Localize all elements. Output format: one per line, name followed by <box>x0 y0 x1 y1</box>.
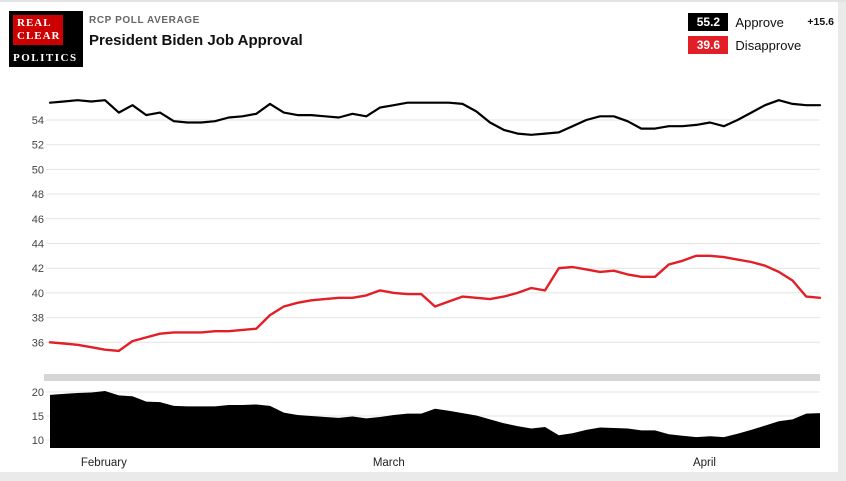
kicker: RCP POLL AVERAGE <box>89 15 200 26</box>
legend: 55.2 Approve +15.6 39.6 Disapprove <box>688 13 834 59</box>
disapprove-value-badge: 39.6 <box>688 36 729 54</box>
spread-area[interactable] <box>50 391 820 448</box>
month-label: April <box>693 457 716 469</box>
approve-line[interactable] <box>48 99 822 136</box>
main-axis-tick-label: 38 <box>32 313 44 325</box>
approve-value-badge: 55.2 <box>688 13 729 31</box>
main-axis-tick-label: 36 <box>32 337 44 349</box>
title-block: RCP POLL AVERAGE President Biden Job App… <box>89 15 303 49</box>
month-label: March <box>373 457 405 469</box>
rcp-logo[interactable]: REAL CLEAR POLITICS <box>9 11 83 67</box>
spread-axis-tick-label: 15 <box>32 411 44 423</box>
approval-chart-svg[interactable]: 54 52 50 48 46 44 42 40 38 36 20 15 10 February March A… <box>0 77 846 481</box>
page-title: President Biden Job Approval <box>89 32 303 49</box>
approve-delta: +15.6 <box>807 16 834 28</box>
spread-axis-tick-label: 20 <box>32 387 44 399</box>
disapprove-label: Disapprove <box>735 37 802 53</box>
rcp-logo-red-block: REAL CLEAR <box>13 15 63 45</box>
main-axis-tick-label: 52 <box>32 140 44 152</box>
main-axis-tick-label: 44 <box>32 239 44 251</box>
month-label: February <box>81 457 127 469</box>
spread-axis-tick-label: 10 <box>32 435 44 447</box>
main-axis-tick-label: 54 <box>32 115 44 127</box>
main-axis-tick-label: 42 <box>32 263 44 275</box>
chart-separator <box>44 374 820 381</box>
bottom-gutter <box>0 472 846 481</box>
main-axis-tick-label: 50 <box>32 164 44 176</box>
main-axis-tick-label: 46 <box>32 214 44 226</box>
logo-line-clear: CLEAR <box>17 30 61 42</box>
disapprove-line[interactable] <box>48 254 822 353</box>
main-axis-tick-label: 48 <box>32 189 44 201</box>
main-axis-tick-label: 40 <box>32 288 44 300</box>
logo-line-politics: POLITICS <box>13 52 78 64</box>
legend-approve-row: 55.2 Approve +15.6 <box>688 13 834 31</box>
chart-area[interactable]: 54 52 50 48 46 44 42 40 38 36 20 15 10 February March A… <box>0 77 846 481</box>
approve-label: Approve <box>735 14 784 30</box>
header: REAL CLEAR POLITICS RCP POLL AVERAGE Pre… <box>0 2 846 77</box>
right-gutter <box>838 2 846 481</box>
logo-line-real: REAL <box>17 17 52 29</box>
legend-disapprove-row: 39.6 Disapprove <box>688 36 834 54</box>
